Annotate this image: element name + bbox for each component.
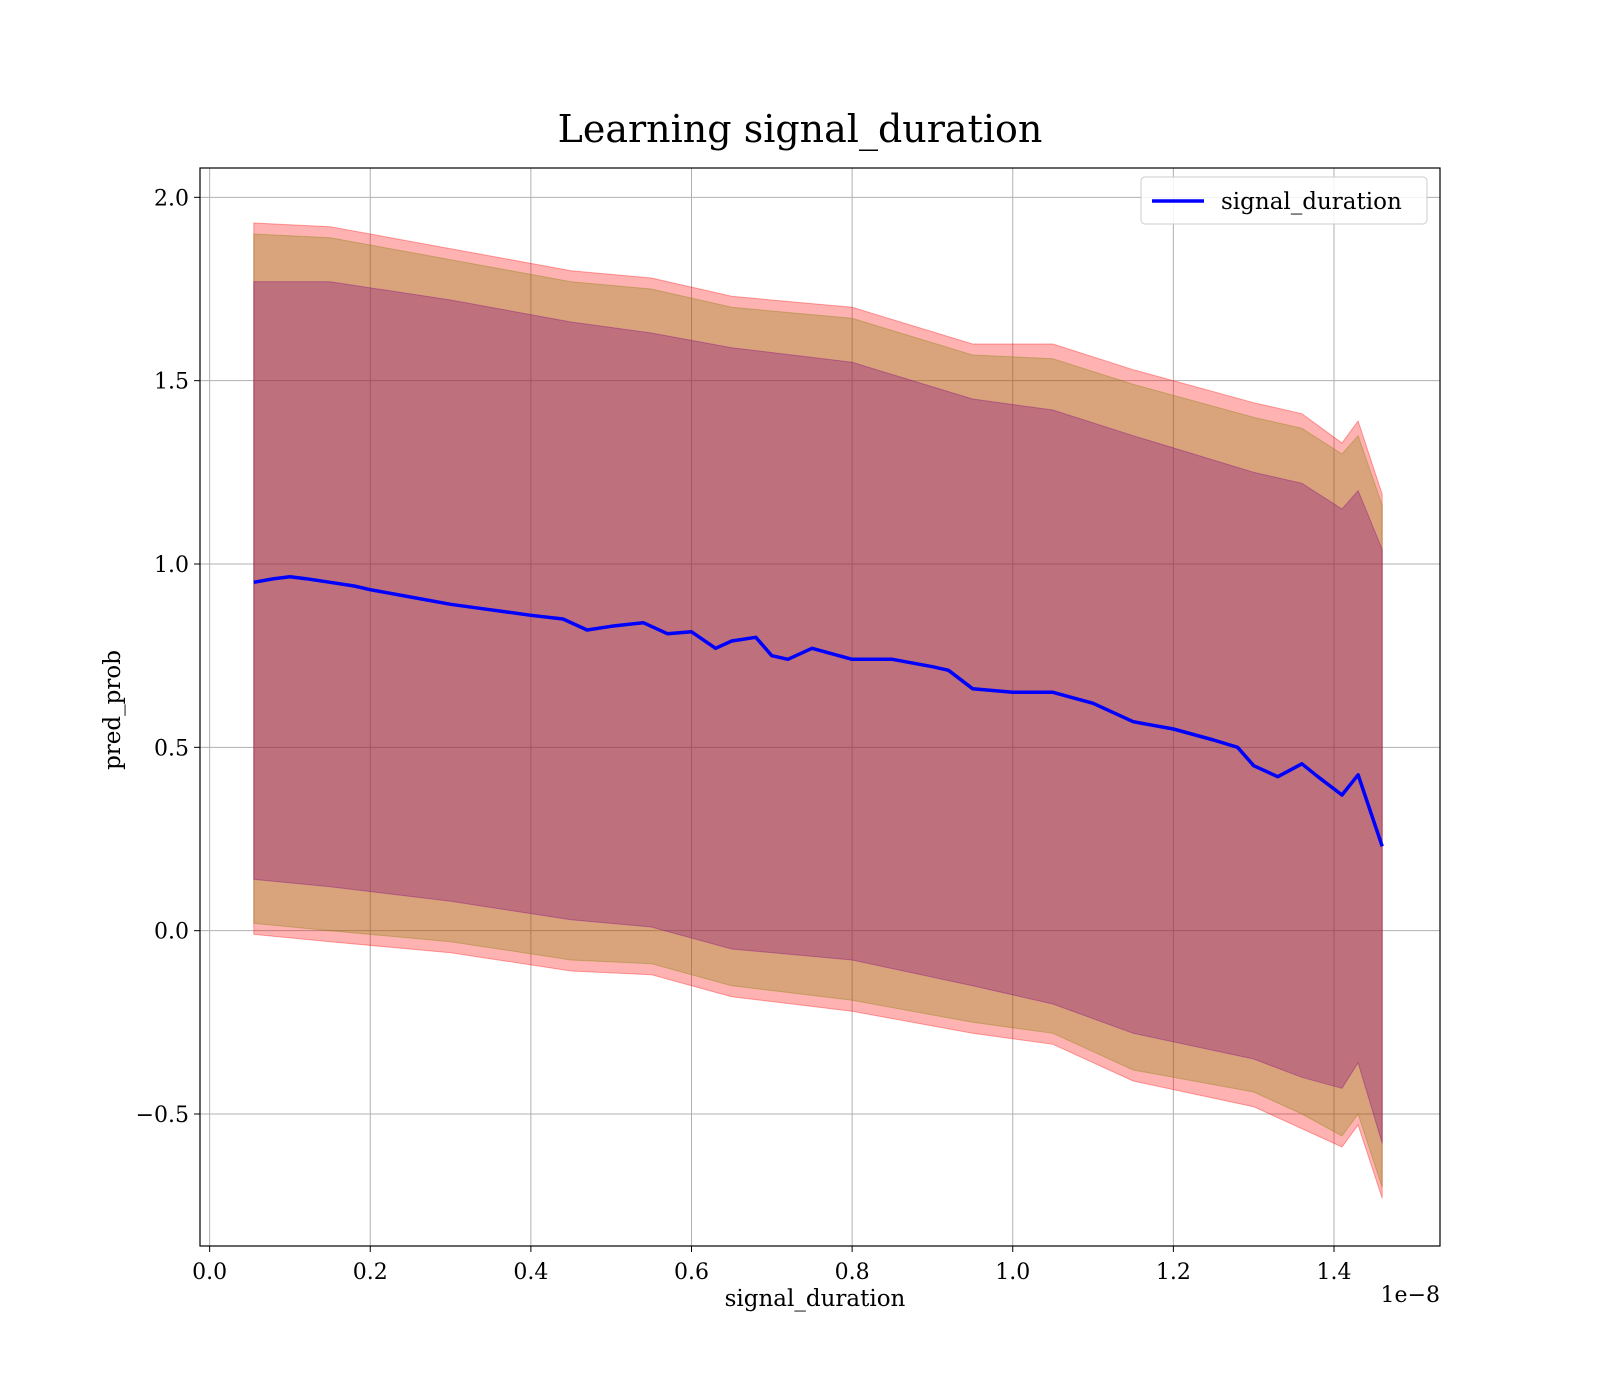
x-tick-label: 0.4 <box>513 1260 548 1285</box>
axes-ticks: 0.0 0.2 0.4 0.6 0.8 1.0 1.2 1.4 −0.5 0.0 0.5 1.0 1.5… <box>136 186 1352 1285</box>
y-axis-label: pred_prob <box>100 650 126 770</box>
x-axis-label: signal_duration <box>725 1286 906 1312</box>
y-tick-label: 1.5 <box>154 370 189 395</box>
y-tick-label: 0.0 <box>154 920 189 945</box>
outer-band <box>253 222 1383 1199</box>
plot-frame <box>199 167 1441 1247</box>
x-tick-label: 0.8 <box>835 1260 870 1285</box>
y-tick-label: 2.0 <box>154 186 189 211</box>
plot-area <box>200 168 1440 1246</box>
x-tick-label: 0.6 <box>674 1260 709 1285</box>
x-tick-label: 0.0 <box>192 1260 227 1285</box>
x-tick-label: 1.2 <box>1156 1260 1191 1285</box>
y-tick-label: −0.5 <box>136 1103 189 1128</box>
series-line-signal_duration <box>253 575 1384 847</box>
inner-band <box>253 281 1383 1144</box>
y-tick-label: 1.0 <box>154 553 189 578</box>
legend: signal_duration <box>1140 176 1428 225</box>
x-tick-label: 0.2 <box>353 1260 388 1285</box>
x-tick-label: 1.0 <box>995 1260 1030 1285</box>
legend-label: signal_duration <box>1221 189 1402 215</box>
middle-band <box>253 233 1383 1188</box>
legend-box <box>1140 176 1428 225</box>
x-offset-label: 1e−8 <box>1381 1283 1440 1308</box>
y-tick-label: 0.5 <box>154 736 189 761</box>
chart-title: Learning signal_duration <box>558 107 1043 152</box>
x-tick-label: 1.4 <box>1316 1260 1351 1285</box>
